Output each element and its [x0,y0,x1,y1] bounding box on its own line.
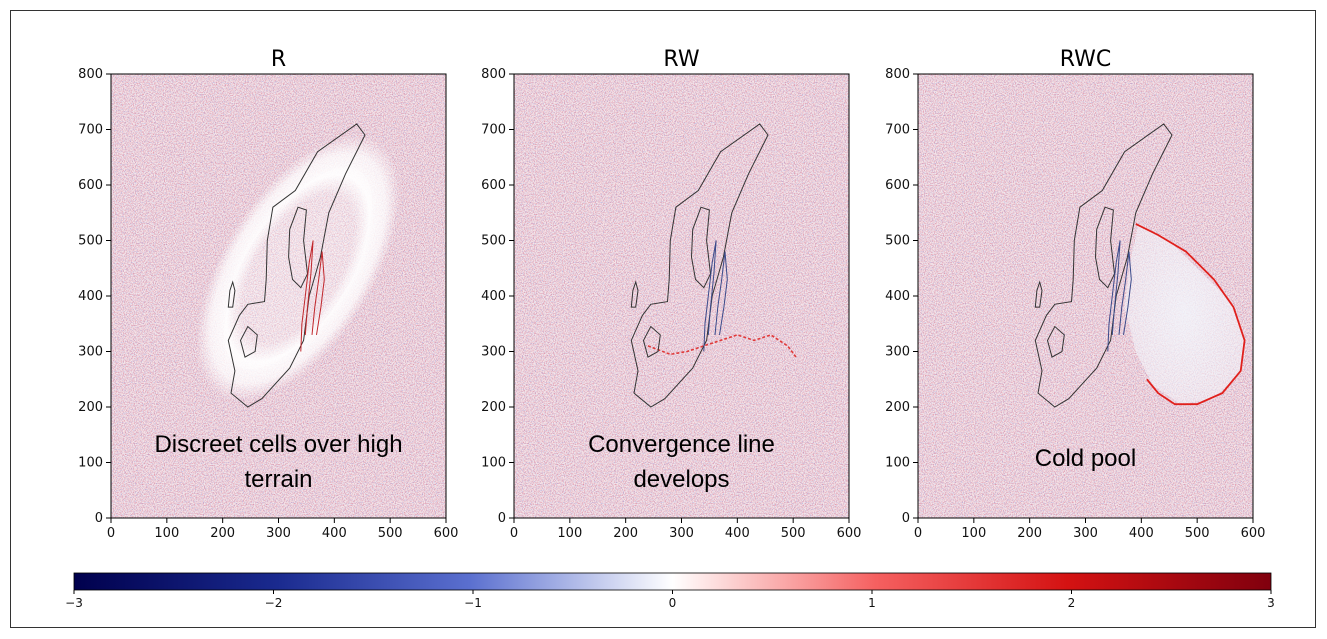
x-tick-label: 200 [613,526,638,541]
panel-annotation: terrain [244,466,312,493]
y-tick-label: 100 [481,456,506,471]
terrain-contour-inner [288,206,309,289]
y-tick-label: 700 [885,123,910,138]
panel-rw: 0 100 200 300 400 500 600 0 100 200 300 400 500 600 70… [481,47,861,541]
y-tick-label: 400 [481,289,506,304]
x-tick-label: 0 [107,526,115,541]
terrain-contour-outer [227,123,366,408]
y-tick-label: 500 [78,234,103,249]
y-tick-label: 0 [902,511,910,526]
y-tick-label: 200 [481,400,506,415]
y-tick-label: 300 [481,345,506,360]
panel-annotation: Convergence line [588,431,775,458]
cold-pool-boundary [1135,223,1246,406]
panel-rwc: 0 100 200 300 400 500 600 0 100 200 300 400 500 600 70… [885,47,1265,541]
y-tick-label: 700 [78,123,103,138]
panel-annotation: Discreet cells over high [154,431,402,458]
x-tick-label: 300 [669,526,694,541]
panel-title: R [271,47,286,72]
panel-r: 0 100 200 300 400 500 600 0 100 200 300 400 500 600 70… [78,47,458,541]
terrain-contour-inner [239,325,258,358]
y-tick-label: 400 [78,289,103,304]
panel-annotation: Cold pool [1035,445,1136,472]
x-tick-label: 600 [837,526,862,541]
x-tick-label: 500 [781,526,806,541]
terrain-contour-outer [630,123,769,408]
colorbar-tick-label: −2 [265,596,283,610]
x-tick-label: 100 [557,526,582,541]
panel-title: RWC [1060,47,1112,72]
colorbar-tick-label: 1 [868,596,876,610]
x-tick-label: 600 [434,526,459,541]
ridge-contour [1107,240,1121,352]
y-tick-label: 0 [95,511,103,526]
terrain-contour-inner [1094,206,1116,289]
convergence-line [647,334,797,358]
x-tick-label: 300 [266,526,291,541]
heatmap-field [111,74,446,518]
heatmap-field [918,74,1253,518]
y-tick-label: 200 [885,400,910,415]
ridge-contour [311,251,325,335]
colorbar-tick-label: −3 [65,596,83,610]
halo-ring [196,134,400,402]
ridge-contour [714,251,728,335]
y-tick-label: 100 [78,456,103,471]
y-tick-label: 500 [885,234,910,249]
ridge-contour [1118,251,1132,335]
x-tick-label: 200 [1017,526,1042,541]
colorbar-gradient [73,572,1272,591]
halo-inner [223,167,373,370]
field-noise-blue [514,74,849,518]
y-tick-label: 600 [481,178,506,193]
terrain-contour-island [227,280,236,308]
y-tick-label: 100 [885,456,910,471]
x-tick-label: 100 [961,526,986,541]
colorbar-tick-label: 3 [1267,596,1275,610]
colorbar-tick-label: 2 [1068,596,1076,610]
x-tick-label: 100 [154,526,179,541]
figure-frame [10,10,1316,628]
x-tick-label: 600 [1241,526,1266,541]
ridge-contour [703,240,717,352]
y-tick-label: 500 [481,234,506,249]
terrain-contour-outer [1034,123,1173,408]
x-tick-label: 500 [1185,526,1210,541]
cold-pool-region [1124,223,1245,405]
colorbar-tick-label: 0 [669,596,677,610]
y-tick-label: 300 [78,345,103,360]
y-tick-label: 800 [481,67,506,82]
y-tick-label: 800 [78,67,103,82]
y-tick-label: 700 [481,123,506,138]
terrain-contour-island [1034,280,1043,308]
y-tick-label: 600 [78,178,103,193]
x-tick-label: 400 [322,526,347,541]
colorbar-tick-label: −1 [464,596,482,610]
terrain-contour-inner [1046,325,1065,358]
y-tick-label: 400 [885,289,910,304]
ridge-contour [300,240,314,352]
panel-title: RW [663,47,699,72]
y-tick-label: 0 [498,511,506,526]
terrain-contour-inner [690,206,712,289]
x-tick-label: 0 [510,526,518,541]
panel-annotation: develops [633,466,729,493]
heatmap-field [514,74,849,518]
x-tick-label: 300 [1073,526,1098,541]
x-tick-label: 200 [210,526,235,541]
colorbar: −3 −2 −1 0 1 2 3 [65,572,1275,610]
terrain-contour-island [630,280,639,308]
x-tick-label: 400 [725,526,750,541]
y-tick-label: 300 [885,345,910,360]
x-tick-label: 0 [914,526,922,541]
x-tick-label: 500 [378,526,403,541]
y-tick-label: 200 [78,400,103,415]
y-tick-label: 800 [885,67,910,82]
terrain-contour-inner [642,325,661,358]
y-tick-label: 600 [885,178,910,193]
x-tick-label: 400 [1129,526,1154,541]
